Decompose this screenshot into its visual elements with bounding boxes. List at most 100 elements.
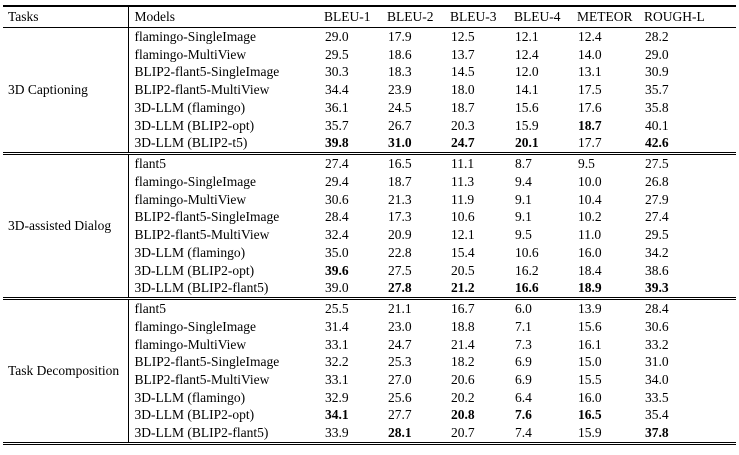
- metric-cell: 11.9: [451, 191, 475, 207]
- metric-cell: 35.4: [645, 407, 669, 423]
- column-header-meteor: METEOR: [575, 6, 642, 28]
- metric-cell: 11.0: [578, 227, 602, 243]
- metric-cell: 7.3: [515, 336, 532, 352]
- metric-cell: 32.2: [325, 354, 349, 370]
- metric-cell: 29.0: [645, 46, 669, 62]
- metric-cell: 33.9: [325, 425, 349, 441]
- metric-cell: 30.3: [325, 64, 349, 80]
- metric-cell: 11.1: [448, 152, 512, 173]
- table-row: Task Decomposition flant5 25.5 21.1 16.7 6.0 1…: [3, 296, 736, 444]
- model-name-cell: flant5: [128, 296, 322, 318]
- metric-cell: 12.0: [515, 64, 539, 80]
- metric-cell: 14.1: [515, 82, 539, 98]
- model-name-cell: 3D-LLM (BLIP2-flant5): [134, 280, 269, 296]
- metric-cell: 16.6: [515, 280, 539, 296]
- table-row: flamingo-MultiView 30.6 21.3 11.9 9.1 10.4 27.…: [3, 191, 736, 209]
- results-table: Tasks Models BLEU-1 BLEU-2 BLEU-3 BLEU-4…: [3, 5, 736, 445]
- column-header-bleu2: BLEU-2: [385, 6, 448, 28]
- metric-cell: 23.9: [388, 82, 412, 98]
- metric-cell: 14.5: [451, 64, 475, 80]
- metric-cell: 6.4: [515, 389, 532, 405]
- task-group: 3D Captioning flamingo-SingleImage 29.0 17.…: [3, 27, 736, 154]
- metric-cell: 36.1: [325, 99, 349, 115]
- metric-cell: 13.7: [451, 46, 475, 62]
- column-header-bleu3: BLEU-3: [448, 6, 512, 28]
- metric-cell: 27.8: [388, 280, 412, 296]
- metric-cell: 23.0: [388, 318, 412, 334]
- column-header-bleu4: BLEU-4: [512, 6, 575, 28]
- model-name-cell: BLIP2-flant5-SingleImage: [134, 209, 280, 225]
- metric-cell: 13.9: [575, 296, 642, 318]
- metric-cell: 29.5: [645, 227, 669, 243]
- metric-cell: 9.5: [515, 227, 532, 243]
- model-name-cell: flamingo-SingleImage: [134, 318, 256, 334]
- metric-cell: 15.6: [515, 99, 539, 115]
- model-name-cell: BLIP2-flant5-MultiView: [134, 227, 270, 243]
- metric-cell: 20.5: [451, 262, 475, 278]
- metric-cell: 30.6: [325, 191, 349, 207]
- metric-cell: 16.0: [578, 244, 602, 260]
- metric-cell: 17.9: [388, 29, 412, 45]
- metric-cell: 20.8: [451, 407, 475, 423]
- table-row: BLIP2-flant5-MultiView 33.1 27.0 20.6 6.9 15.…: [3, 371, 736, 389]
- model-name-cell: flamingo-MultiView: [134, 336, 247, 352]
- metric-cell: 12.4: [515, 46, 539, 62]
- metric-cell: 15.6: [578, 318, 602, 334]
- metric-cell: 25.5: [322, 296, 385, 318]
- metric-cell: 27.0: [388, 371, 412, 387]
- metric-cell: 20.3: [451, 117, 475, 133]
- column-header-roughl: ROUGH-L: [642, 6, 736, 28]
- metric-cell: 15.9: [578, 425, 602, 441]
- model-name-cell: flamingo-SingleImage: [134, 29, 256, 45]
- metric-cell: 16.1: [578, 336, 602, 352]
- metric-cell: 15.4: [451, 244, 475, 260]
- metric-cell: 15.0: [578, 354, 602, 370]
- metric-cell: 32.9: [325, 389, 349, 405]
- table-row: BLIP2-flant5-SingleImage 30.3 18.3 14.5 12.0…: [3, 63, 736, 81]
- table-row: 3D-assisted Dialog flant5 27.4 16.5 11.1 8.7 9…: [3, 152, 736, 299]
- column-header-bleu1: BLEU-1: [322, 6, 385, 28]
- metric-cell: 17.5: [578, 82, 602, 98]
- metric-cell: 35.7: [645, 82, 669, 98]
- header-row: Tasks Models BLEU-1 BLEU-2 BLEU-3 BLEU-4…: [3, 6, 736, 28]
- table-row: BLIP2-flant5-MultiView 32.4 20.9 12.1 9.5 11.…: [3, 226, 736, 244]
- model-name-cell: 3D-LLM (BLIP2-flant5): [134, 425, 269, 441]
- column-header-models: Models: [128, 6, 322, 28]
- model-name-cell: 3D-LLM (BLIP2-opt): [134, 117, 255, 133]
- metric-cell: 27.4: [645, 209, 669, 225]
- metric-cell: 28.1: [388, 425, 412, 441]
- model-name-cell: 3D-LLM (flamingo): [134, 389, 246, 405]
- metric-cell: 34.4: [325, 82, 349, 98]
- metric-cell: 32.4: [325, 227, 349, 243]
- metric-cell: 21.2: [451, 280, 475, 296]
- metric-cell: 10.6: [451, 209, 475, 225]
- metric-cell: 38.6: [645, 262, 669, 278]
- metric-cell: 18.2: [451, 354, 475, 370]
- metric-cell: 10.2: [578, 209, 602, 225]
- model-name-cell: BLIP2-flant5-SingleImage: [134, 354, 280, 370]
- metric-cell: 6.9: [515, 371, 532, 387]
- metric-cell: 10.4: [578, 191, 602, 207]
- metric-cell: 33.1: [325, 371, 349, 387]
- table-row: 3D Captioning flamingo-SingleImage 29.0 17.…: [3, 27, 736, 154]
- metric-cell: 34.0: [645, 371, 669, 387]
- metric-cell: 33.2: [645, 336, 669, 352]
- metric-cell: 16.7: [448, 296, 512, 318]
- table-row: 3D-LLM (BLIP2-opt) 34.1 27.7 20.8 7.6 16.5 35.…: [3, 406, 736, 424]
- metric-cell: 12.4: [578, 29, 602, 45]
- table-row: BLIP2-flant5-SingleImage 28.4 17.3 10.6 9.1 1…: [3, 208, 736, 226]
- metric-cell: 7.1: [515, 318, 532, 334]
- model-name-cell: BLIP2-flant5-MultiView: [134, 371, 270, 387]
- metric-cell: 16.0: [578, 389, 602, 405]
- metric-cell: 30.6: [645, 318, 669, 334]
- metric-cell: 13.1: [578, 64, 602, 80]
- metric-cell: 31.0: [388, 135, 412, 151]
- metric-cell: 18.7: [388, 173, 412, 189]
- metric-cell: 42.6: [645, 135, 669, 151]
- table-header: Tasks Models BLEU-1 BLEU-2 BLEU-3 BLEU-4…: [3, 6, 736, 28]
- metric-cell: 24.7: [451, 135, 475, 151]
- metric-cell: 10.0: [578, 173, 602, 189]
- task-group: Task Decomposition flant5 25.5 21.1 16.7 6.0 1…: [3, 296, 736, 444]
- metric-cell: 27.7: [388, 407, 412, 423]
- metric-cell: 27.9: [645, 191, 669, 207]
